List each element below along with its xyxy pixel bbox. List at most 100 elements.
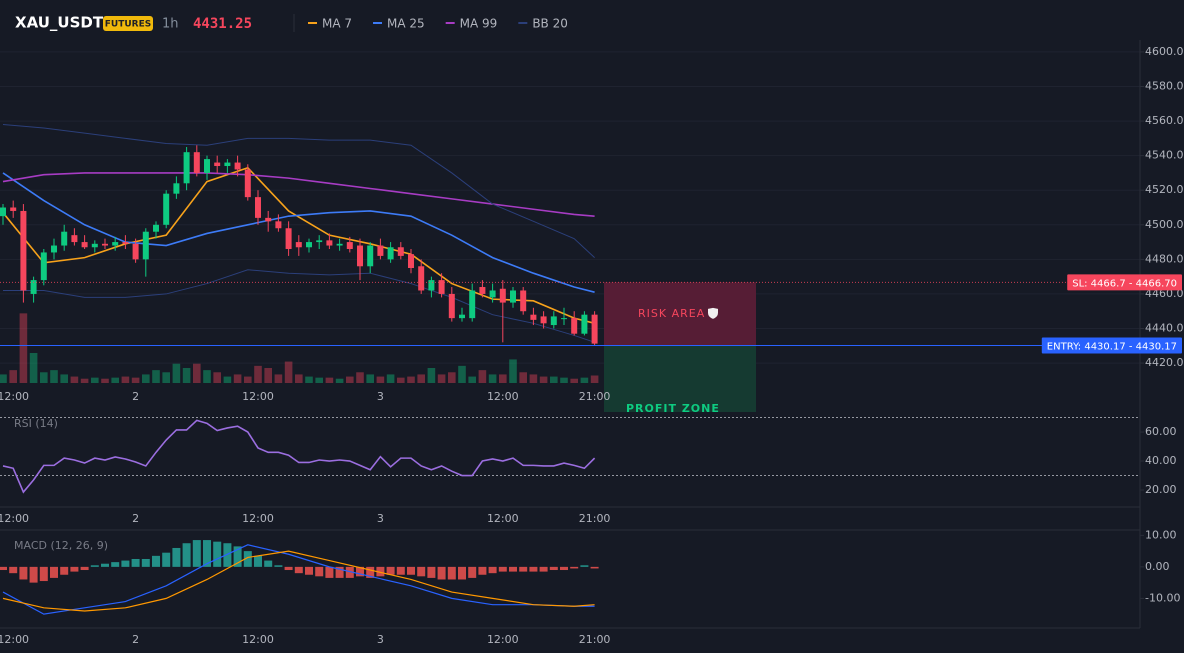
- candle-body: [550, 316, 557, 326]
- candle-body: [265, 217, 272, 222]
- macd-histogram-bar: [305, 566, 313, 575]
- candle-body: [499, 288, 506, 303]
- macd-histogram-bar: [417, 566, 426, 577]
- candle-body: [132, 243, 139, 260]
- x-tick-label: 21:00: [579, 633, 611, 646]
- volume-bar: [91, 377, 99, 383]
- volume-bar: [244, 376, 252, 383]
- legend-label: BB 20: [532, 17, 568, 31]
- macd-histogram-bar: [121, 560, 130, 567]
- volume-bar: [478, 370, 487, 383]
- candle-body: [142, 231, 149, 260]
- macd-histogram-bar: [356, 566, 364, 577]
- macd-histogram-bar: [223, 543, 232, 567]
- volume-bar: [193, 363, 201, 383]
- candle-body: [306, 242, 312, 248]
- x-tick-label: 21:00: [579, 390, 611, 403]
- candle-body: [112, 242, 119, 246]
- macd-histogram-bar: [570, 566, 579, 569]
- candle-body: [0, 207, 6, 217]
- macd-histogram-bar: [580, 565, 589, 567]
- rsi-line: [2, 419, 596, 494]
- sl-label-bg: [1067, 274, 1182, 291]
- macd-histogram-bar: [366, 566, 375, 578]
- candle-body: [122, 242, 129, 244]
- legend-label: MA 7: [322, 17, 352, 31]
- volume-bar: [376, 376, 385, 383]
- macd-histogram-bar: [172, 547, 181, 567]
- volume-bar: [142, 374, 150, 383]
- profit-zone: [604, 345, 756, 412]
- candle-body: [438, 280, 445, 294]
- volume-bar: [203, 370, 211, 383]
- macd-histogram-bar: [111, 562, 120, 567]
- legend-label: MA 25: [387, 17, 425, 31]
- candle-body: [10, 207, 17, 211]
- candle-body: [408, 254, 414, 269]
- volume-bar: [19, 313, 28, 383]
- y-tick-label: 4560.00: [1145, 114, 1184, 127]
- candle-body: [81, 242, 88, 248]
- candle-body: [183, 152, 190, 184]
- candle-body: [224, 162, 231, 167]
- candle-body: [357, 245, 363, 267]
- volume-bar: [397, 377, 405, 383]
- last-price: 4431.25: [193, 16, 252, 32]
- volume-bar: [305, 376, 313, 383]
- volume-bar: [233, 374, 242, 383]
- candle-body: [530, 314, 537, 320]
- x-tick-label: 12:00: [0, 512, 29, 525]
- candle-body: [275, 221, 282, 229]
- y-tick-label: 4500.00: [1145, 218, 1184, 231]
- x-tick-label: 2: [132, 390, 139, 403]
- candle-body: [71, 235, 78, 243]
- symbol: XAU_USDT: [15, 14, 104, 32]
- volume-bar: [529, 374, 538, 383]
- candle-body: [377, 245, 384, 256]
- macd-histogram-bar: [90, 565, 99, 567]
- volume-bar: [60, 374, 68, 383]
- candle-body: [193, 152, 200, 173]
- volume-bar: [315, 377, 323, 383]
- macd-histogram-bar: [192, 540, 201, 567]
- macd-histogram-bar: [70, 566, 79, 572]
- volume-bar: [366, 374, 374, 383]
- candle-body: [204, 159, 210, 173]
- indicator-line: [2, 172, 595, 217]
- volume-bar: [570, 378, 578, 383]
- candle-body: [540, 316, 547, 324]
- risk-area: [604, 282, 756, 346]
- candle-body: [418, 266, 425, 291]
- volume-bar: [580, 377, 589, 383]
- candle-body: [51, 245, 57, 253]
- macd-histogram-bar: [560, 566, 568, 571]
- candle-body: [316, 240, 323, 243]
- candle-body: [346, 242, 353, 249]
- volume-bar: [70, 376, 79, 383]
- macd-histogram-bar: [243, 551, 252, 567]
- volume-bar: [50, 370, 58, 383]
- volume-bar: [550, 376, 558, 383]
- x-tick-label: 12:00: [487, 390, 519, 403]
- macd-histogram-bar: [407, 566, 415, 575]
- volume-bar: [213, 372, 221, 383]
- candle-body: [510, 290, 516, 303]
- interval: 1h: [162, 17, 179, 32]
- macd-histogram-bar: [284, 566, 293, 571]
- macd-histogram-bar: [131, 558, 140, 567]
- macd-histogram-bar: [152, 555, 160, 567]
- candle-body: [91, 243, 98, 248]
- macd-histogram-bar: [539, 566, 548, 572]
- macd-line: [2, 550, 595, 612]
- candle-body: [561, 318, 567, 320]
- volume-bar: [223, 376, 232, 383]
- macd-histogram-bar: [519, 566, 528, 572]
- candle-body: [459, 314, 465, 319]
- volume-bar: [335, 378, 344, 383]
- volume-bar: [539, 376, 548, 383]
- indicator-line: [3, 269, 595, 343]
- candle-body: [520, 290, 527, 312]
- overlay: XAU_USDT FUTURES 1h 4431.25 RSI (14) MAC…: [0, 14, 1184, 646]
- macd-histogram-bar: [264, 560, 273, 567]
- macd-histogram-bar: [488, 566, 497, 574]
